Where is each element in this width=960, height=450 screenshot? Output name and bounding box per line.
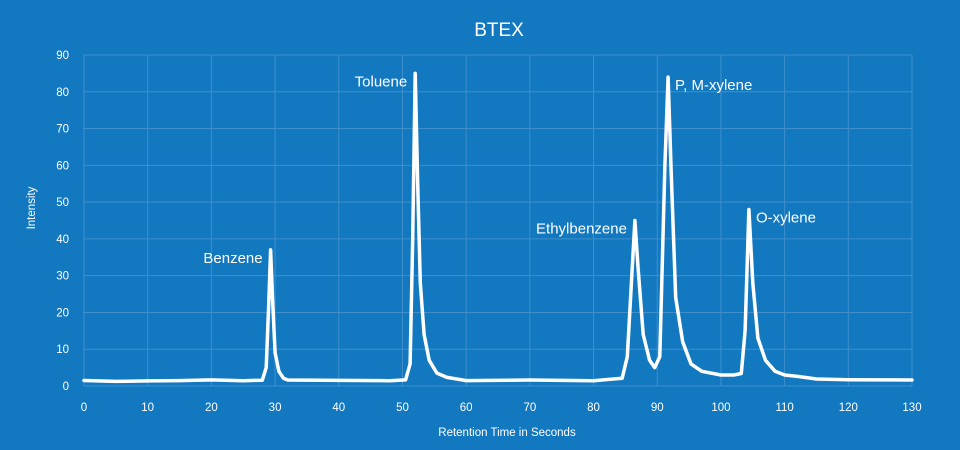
peak-label-o-xylene: O-xylene [756,209,816,226]
grid-layer [83,54,913,387]
y-tick-label: 50 [56,197,69,209]
x-tick-label: 20 [205,402,218,414]
y-tick-label: 30 [56,271,69,283]
peak-label-ethylbenzene: Ethylbenzene [536,221,627,238]
x-tick-label: 10 [141,402,154,414]
x-axis-title: Retention Time in Seconds [438,427,576,439]
y-tick-label: 80 [56,87,69,99]
y-axis-title: Intensity [26,186,38,229]
x-tick-label: 110 [775,402,793,414]
y-tick-label: 90 [56,50,69,62]
y-tick-label: 0 [63,381,69,393]
tick-label-layer: 0 10 20 30 40 50 60 70 80 90 100 110 120 130 0 10 20 30 40… [56,50,921,414]
x-tick-label: 30 [269,402,282,414]
annotation-layer: Benzene Toluene Ethylbenzene P, M-xylene O-x… [203,73,816,267]
peak-label-p-m-xylene: P, M-xylene [675,77,752,94]
chart-title: BTEX [474,20,524,41]
x-tick-label: 120 [839,402,858,414]
x-tick-label: 70 [523,402,536,414]
y-tick-label: 10 [56,344,69,356]
x-tick-label: 40 [332,402,345,414]
x-tick-label: 0 [81,402,87,414]
x-tick-label: 100 [711,402,730,414]
x-tick-label: 80 [587,402,600,414]
peak-label-benzene: Benzene [203,250,262,267]
y-tick-label: 60 [56,160,69,172]
y-tick-label: 70 [56,124,69,136]
peak-label-toluene: Toluene [355,73,408,90]
x-tick-label: 60 [460,402,473,414]
y-tick-label: 40 [56,234,69,246]
x-tick-label: 130 [902,402,921,414]
x-tick-label: 90 [651,402,664,414]
x-tick-label: 50 [396,402,409,414]
y-tick-label: 20 [56,307,69,319]
series-line [82,71,914,384]
